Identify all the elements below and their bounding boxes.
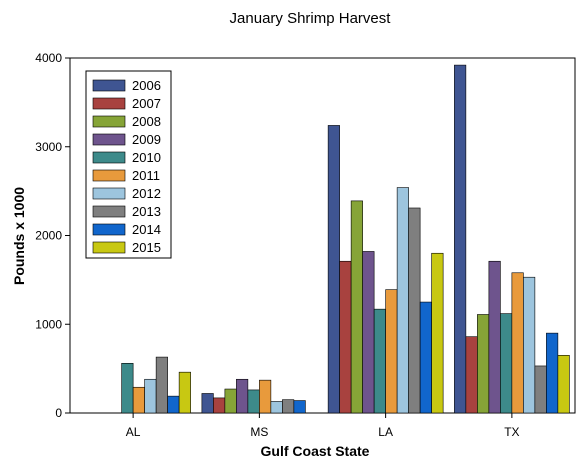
bar-tx-2014 xyxy=(546,332,559,414)
bar-tx-2015 xyxy=(557,355,570,414)
legend-swatch-2015 xyxy=(92,241,126,254)
x-axis-label: Gulf Coast State xyxy=(261,443,370,459)
bar-la-2015 xyxy=(431,252,444,414)
bar-ms-2008 xyxy=(224,388,237,414)
bar-ms-2007 xyxy=(213,397,226,414)
bar-al-2015 xyxy=(178,371,191,414)
legend-label-2006: 2006 xyxy=(132,78,161,93)
y-axis-ticks: 0 1000 2000 3000 4000 xyxy=(35,51,70,420)
bar-tx-2007 xyxy=(465,336,478,414)
legend-label-2015: 2015 xyxy=(132,240,161,255)
legend: 2006 2007 2008 2009 2010 2011 2012 2013 2014 2015 xyxy=(85,70,172,259)
bar-al-2011 xyxy=(132,386,145,414)
legend-swatch-2012 xyxy=(92,187,126,200)
legend-swatch-2011 xyxy=(92,169,126,182)
bar-ms-2010 xyxy=(247,389,260,414)
bar-la-2012 xyxy=(396,187,409,414)
bar-la-2011 xyxy=(385,289,398,414)
bar-la-2013 xyxy=(408,207,421,414)
bar-tx-2011 xyxy=(511,272,524,414)
legend-label-2013: 2013 xyxy=(132,204,161,219)
bar-la-2010 xyxy=(373,308,386,414)
bar-ms-2013 xyxy=(282,399,295,414)
legend-swatch-2008 xyxy=(92,115,126,128)
y-axis-label: Pounds x 1000 xyxy=(11,187,27,285)
legend-label-2014: 2014 xyxy=(132,222,161,237)
legend-label-2012: 2012 xyxy=(132,186,161,201)
bar-al-2012 xyxy=(144,378,157,414)
legend-label-2008: 2008 xyxy=(132,114,161,129)
bar-ms-2011 xyxy=(259,379,272,414)
bar-ms-2006 xyxy=(201,393,214,414)
legend-swatch-2007 xyxy=(92,97,126,110)
bars-group xyxy=(121,64,570,414)
x-tick-label-la: LA xyxy=(378,425,393,439)
bar-la-2006 xyxy=(327,125,340,414)
legend-swatch-2014 xyxy=(92,223,126,236)
legend-swatch-2006 xyxy=(92,79,126,92)
legend-label-2010: 2010 xyxy=(132,150,161,165)
bar-al-2013 xyxy=(155,356,168,414)
x-tick-label-ms: MS xyxy=(250,425,268,439)
x-axis-ticks: AL MS LA TX xyxy=(126,413,520,439)
legend-label-2007: 2007 xyxy=(132,96,161,111)
legend-label-2009: 2009 xyxy=(132,132,161,147)
bar-tx-2013 xyxy=(534,365,547,414)
bar-tx-2012 xyxy=(523,276,536,414)
bar-tx-2008 xyxy=(477,314,490,414)
legend-swatch-2013 xyxy=(92,205,126,218)
y-tick-label: 1000 xyxy=(35,317,62,331)
y-tick-label: 0 xyxy=(55,406,62,420)
chart-title: January Shrimp Harvest xyxy=(230,10,392,27)
y-tick-label: 4000 xyxy=(35,51,62,65)
bar-tx-2010 xyxy=(500,313,513,414)
bar-ms-2012 xyxy=(270,401,283,414)
bar-tx-2006 xyxy=(454,64,467,414)
legend-swatch-2009 xyxy=(92,133,126,146)
bar-la-2007 xyxy=(339,260,352,414)
x-tick-label-al: AL xyxy=(126,425,141,439)
bar-ms-2009 xyxy=(236,378,249,414)
legend-swatch-2010 xyxy=(92,151,126,164)
y-tick-label: 2000 xyxy=(35,229,62,243)
bar-la-2008 xyxy=(350,200,363,414)
bar-al-2010 xyxy=(121,362,134,414)
y-tick-label: 3000 xyxy=(35,140,62,154)
bar-tx-2009 xyxy=(488,260,501,414)
bar-al-2014 xyxy=(167,395,180,414)
bar-la-2009 xyxy=(362,251,375,414)
bar-la-2014 xyxy=(419,301,432,414)
bar-ms-2014 xyxy=(293,400,306,414)
x-tick-label-tx: TX xyxy=(504,425,519,439)
legend-label-2011: 2011 xyxy=(132,168,160,183)
